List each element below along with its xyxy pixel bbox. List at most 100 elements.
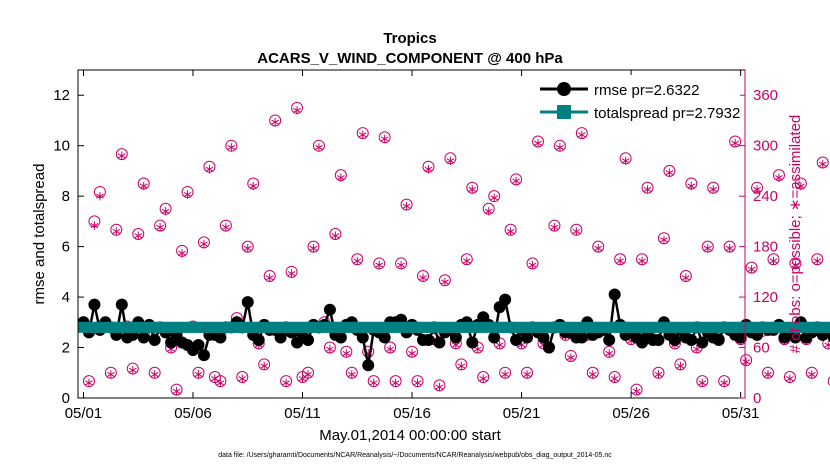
rmse-point	[323, 303, 336, 316]
rmse-point	[542, 341, 555, 354]
obs-assimilated-point	[117, 151, 126, 160]
footer-data-file: data file: /Users/gharamti/Documents/NCA…	[218, 452, 612, 459]
obs-assimilated-point	[703, 244, 712, 253]
obs-assimilated-point	[698, 378, 707, 388]
left-y-tick-label: 8	[62, 188, 70, 205]
x-tick-label: 05/06	[174, 405, 212, 422]
rmse-point	[466, 336, 479, 349]
obs-assimilated-point	[96, 191, 104, 201]
obs-assimilated-point	[183, 190, 192, 199]
obs-assimilated-point	[139, 181, 148, 191]
x-tick-label: 05/26	[612, 405, 650, 422]
x-tick-label: 05/31	[722, 405, 760, 422]
rmse-point	[521, 331, 534, 344]
obs-assimilated-point	[386, 345, 395, 354]
obs-assimilated-point	[336, 173, 345, 182]
obs-assimilated-point	[419, 273, 427, 282]
obs-assimilated-point	[791, 260, 800, 270]
obs-assimilated-point	[342, 349, 351, 358]
obs-assimilated-point	[375, 260, 384, 270]
rmse-point	[734, 331, 747, 344]
obs-assimilated-point	[326, 345, 334, 354]
obs-assimilated-point	[610, 374, 619, 383]
rmse-point	[137, 331, 150, 344]
obs-assimilated-point	[304, 370, 312, 379]
x-tick-label: 05/16	[393, 405, 431, 422]
rmse-point	[274, 331, 287, 344]
rmse-point	[608, 288, 621, 301]
obs-assimilated-point	[309, 244, 318, 253]
obs-assimilated-point	[807, 370, 816, 379]
obs-assimilated-point	[594, 244, 603, 253]
obs-assimilated-point	[211, 374, 219, 383]
left-y-axis: 0 2 4 6 8 10 12	[53, 87, 84, 407]
obs-assimilated-point	[424, 165, 433, 174]
obs-assimilated-point	[156, 223, 165, 232]
right-y-axis-label: # of obs: o=possible; ∗=assimilated	[787, 115, 804, 354]
rmse-point	[696, 336, 709, 349]
left-y-tick-label: 4	[62, 289, 70, 306]
left-y-tick-label: 0	[62, 390, 70, 407]
rmse-point	[433, 336, 446, 349]
right-y-tick-label: 360	[753, 87, 778, 104]
obs-assimilated-point	[200, 239, 208, 249]
x-tick-label: 05/01	[65, 405, 103, 422]
rmse-point	[362, 359, 375, 372]
plot-area	[77, 101, 830, 396]
obs-assimilated-point	[490, 193, 499, 203]
obs-assimilated-point	[534, 138, 542, 148]
obs-assimilated-point	[501, 370, 510, 379]
rmse-point	[685, 333, 698, 346]
obs-assimilated-point	[512, 176, 520, 186]
rmse-point	[652, 333, 665, 346]
obs-assimilated-point	[249, 181, 258, 191]
legend-totalspread-label: totalspread pr=2.7932	[594, 105, 740, 122]
totalspread-point	[822, 321, 830, 333]
obs-assimilated-point	[588, 370, 597, 379]
obs-assimilated-point	[128, 366, 137, 375]
obs-assimilated-point	[818, 159, 827, 169]
obs-assimilated-point	[150, 370, 159, 379]
obs-assimilated-point	[315, 143, 323, 152]
obs-assimilated-point	[572, 227, 581, 236]
obs-assimilated-point	[462, 256, 471, 266]
x-axis: 05/01 05/06 05/11 05/16 05/21 05/26 05/31	[65, 70, 760, 422]
obs-assimilated-point	[484, 207, 493, 216]
obs-assimilated-point	[643, 185, 652, 194]
obs-assimilated-point	[85, 378, 93, 388]
obs-assimilated-point	[709, 185, 718, 194]
legend-rmse-marker	[557, 82, 571, 96]
obs-assimilated-point	[495, 340, 504, 350]
obs-assimilated-point	[550, 223, 559, 232]
obs-assimilated-point	[287, 269, 296, 278]
rmse-point	[789, 331, 802, 344]
obs-assimilated-point	[172, 387, 181, 396]
rmse-point	[378, 331, 391, 344]
rmse-point	[115, 298, 128, 311]
obs-assimilated-point	[824, 340, 830, 350]
obs-assimilated-point	[764, 370, 772, 379]
obs-assimilated-point	[692, 345, 701, 354]
obs-assimilated-point	[221, 223, 230, 232]
obs-assimilated-point	[796, 181, 805, 191]
right-y-tick-label: 300	[753, 138, 778, 155]
obs-assimilated-point	[441, 277, 449, 287]
x-axis-label: May.01,2014 00:00:00 start	[319, 427, 501, 444]
obs-assimilated-point	[473, 345, 482, 354]
totalspread-point	[828, 321, 830, 333]
rmse-point	[712, 333, 725, 346]
obs-assimilated-point	[566, 353, 575, 362]
obs-assimilated-point	[523, 370, 531, 379]
obs-assimilated-point	[638, 256, 646, 266]
obs-assimilated-point	[331, 231, 340, 240]
obs-assimilated-point	[753, 185, 761, 194]
chart-subtitle: ACARS_V_WIND_COMPONENT @ 400 hPa	[257, 50, 563, 67]
obs-assimilated-point	[786, 374, 794, 383]
rmse-point	[499, 293, 512, 306]
legend-totalspread-marker	[557, 105, 571, 119]
obs-possible-point	[827, 376, 830, 386]
rmse-point	[449, 331, 462, 344]
rmse-point	[537, 331, 550, 344]
obs-assimilated-point	[632, 387, 641, 396]
obs-assimilated-point	[605, 349, 614, 358]
